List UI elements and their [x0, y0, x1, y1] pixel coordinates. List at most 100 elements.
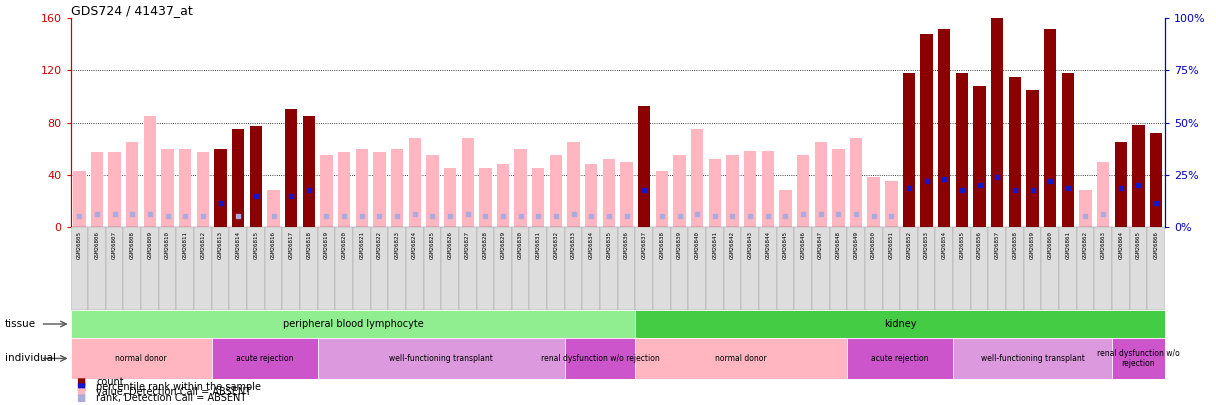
- Text: GSM26816: GSM26816: [271, 231, 276, 259]
- Text: normal donor: normal donor: [116, 354, 167, 363]
- Bar: [1094, 227, 1111, 310]
- Text: GSM26850: GSM26850: [871, 231, 877, 259]
- Bar: [195, 227, 212, 310]
- Bar: [1024, 227, 1041, 310]
- Bar: [141, 227, 159, 310]
- Bar: [550, 155, 562, 227]
- Bar: [303, 116, 315, 227]
- Bar: [71, 227, 89, 310]
- Bar: [91, 153, 103, 227]
- Bar: [512, 227, 529, 310]
- Bar: [1009, 77, 1021, 227]
- Bar: [761, 151, 773, 227]
- Text: well-functioning transplant: well-functioning transplant: [980, 354, 1085, 363]
- Bar: [674, 155, 686, 227]
- Bar: [582, 227, 599, 310]
- Text: individual: individual: [5, 354, 56, 363]
- Bar: [1080, 190, 1092, 227]
- Text: GSM26854: GSM26854: [941, 231, 947, 259]
- Text: GSM26810: GSM26810: [165, 231, 170, 259]
- Bar: [1130, 227, 1147, 310]
- Text: kidney: kidney: [884, 319, 917, 329]
- Bar: [1045, 29, 1057, 227]
- Text: GSM26863: GSM26863: [1100, 231, 1105, 259]
- Bar: [900, 227, 918, 310]
- Text: ■: ■: [77, 393, 86, 403]
- Text: GSM26826: GSM26826: [447, 231, 452, 259]
- Text: GSM26825: GSM26825: [430, 231, 435, 259]
- Bar: [742, 227, 759, 310]
- Bar: [373, 153, 385, 227]
- Bar: [390, 149, 404, 227]
- Text: GSM26840: GSM26840: [694, 231, 699, 259]
- Bar: [935, 227, 953, 310]
- Bar: [282, 227, 300, 310]
- Text: GSM26823: GSM26823: [394, 231, 400, 259]
- Bar: [265, 227, 282, 310]
- Bar: [159, 227, 176, 310]
- Bar: [179, 149, 191, 227]
- Bar: [320, 155, 333, 227]
- Text: GSM26859: GSM26859: [1030, 231, 1035, 259]
- Text: GSM26811: GSM26811: [182, 231, 187, 259]
- Bar: [1147, 227, 1165, 310]
- Bar: [247, 227, 265, 310]
- Bar: [529, 227, 547, 310]
- Text: GSM26866: GSM26866: [1154, 231, 1159, 259]
- Text: GSM26864: GSM26864: [1119, 231, 1124, 259]
- Text: GSM26841: GSM26841: [713, 231, 717, 259]
- Bar: [636, 310, 1165, 338]
- Bar: [1097, 162, 1109, 227]
- Bar: [212, 227, 230, 310]
- Bar: [212, 338, 317, 379]
- Text: tissue: tissue: [5, 319, 36, 329]
- Bar: [1115, 142, 1127, 227]
- Bar: [883, 227, 900, 310]
- Bar: [371, 227, 388, 310]
- Text: GSM26833: GSM26833: [572, 231, 576, 259]
- Bar: [724, 227, 742, 310]
- Bar: [777, 227, 794, 310]
- Text: GSM26813: GSM26813: [218, 231, 223, 259]
- Bar: [300, 227, 317, 310]
- Bar: [829, 227, 848, 310]
- Text: GSM26857: GSM26857: [995, 231, 1000, 259]
- Text: GSM26849: GSM26849: [854, 231, 858, 259]
- Bar: [355, 149, 368, 227]
- Bar: [143, 116, 156, 227]
- Bar: [848, 227, 865, 310]
- Text: GSM26844: GSM26844: [765, 231, 770, 259]
- Text: GSM26828: GSM26828: [483, 231, 488, 259]
- Text: GSM26808: GSM26808: [130, 231, 135, 259]
- Bar: [317, 338, 564, 379]
- Bar: [636, 227, 653, 310]
- Text: GSM26843: GSM26843: [748, 231, 753, 259]
- Text: GSM26865: GSM26865: [1136, 231, 1141, 259]
- Text: GSM26835: GSM26835: [607, 231, 612, 259]
- Bar: [441, 227, 458, 310]
- Text: GSM26858: GSM26858: [1013, 231, 1018, 259]
- Text: GSM26846: GSM26846: [800, 231, 805, 259]
- Bar: [230, 227, 247, 310]
- Bar: [638, 106, 651, 227]
- Bar: [126, 142, 139, 227]
- Bar: [636, 338, 848, 379]
- Bar: [124, 227, 141, 310]
- Bar: [1059, 227, 1076, 310]
- Text: GSM26824: GSM26824: [412, 231, 417, 259]
- Text: GSM26847: GSM26847: [818, 231, 823, 259]
- Bar: [426, 155, 439, 227]
- Bar: [918, 227, 935, 310]
- Bar: [1150, 133, 1162, 227]
- Text: GSM26821: GSM26821: [359, 231, 365, 259]
- Bar: [991, 18, 1003, 227]
- Bar: [867, 177, 880, 227]
- Bar: [620, 162, 632, 227]
- Bar: [353, 227, 371, 310]
- Bar: [477, 227, 494, 310]
- Bar: [709, 159, 721, 227]
- Bar: [653, 227, 671, 310]
- Bar: [73, 171, 85, 227]
- Text: GSM26829: GSM26829: [501, 231, 506, 259]
- Bar: [409, 138, 421, 227]
